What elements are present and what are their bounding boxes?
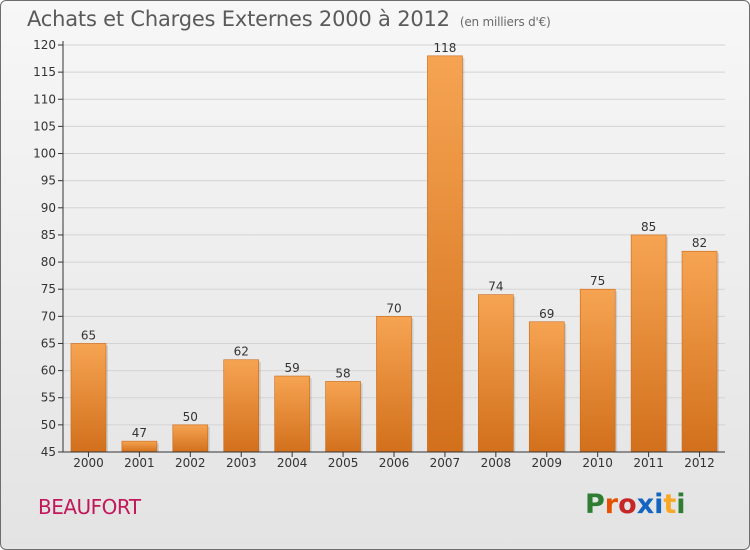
chart-title: Achats et Charges Externes 2000 à 2012 (e… xyxy=(27,7,551,31)
bar-2001[interactable] xyxy=(121,440,158,453)
data-label: 75 xyxy=(590,274,605,288)
y-tick-label: 100 xyxy=(33,147,56,161)
y-tick-label: 60 xyxy=(41,364,56,378)
y-tick-label: 75 xyxy=(41,282,56,296)
x-tick-label: 2004 xyxy=(277,456,308,470)
bar-2009[interactable] xyxy=(528,321,565,453)
bar-2007[interactable] xyxy=(427,55,463,453)
y-tick-label: 50 xyxy=(41,418,56,432)
bar-2010[interactable] xyxy=(579,288,616,453)
x-tick-label: 2005 xyxy=(328,456,359,470)
bar-2002[interactable] xyxy=(172,424,209,453)
y-tick-label: 80 xyxy=(41,255,56,269)
x-tick-label: 2012 xyxy=(684,456,715,470)
y-tick-label: 120 xyxy=(33,38,56,52)
y-tick-label: 90 xyxy=(41,201,56,215)
logo-letter: r xyxy=(604,489,619,520)
axes: 45 50 55 60 65 70 75 80 85 90 95 100 105 110 115 120 200… xyxy=(33,38,725,470)
x-tick-label: 2000 xyxy=(73,456,104,470)
x-tick-label: 2011 xyxy=(633,456,664,470)
y-tick-label: 110 xyxy=(33,92,56,106)
y-tick-label: 55 xyxy=(41,391,56,405)
x-tick-label: 2009 xyxy=(531,456,562,470)
y-tick-label: 85 xyxy=(41,228,56,242)
logo-letter: t xyxy=(663,489,677,520)
data-label: 47 xyxy=(132,426,147,440)
bar-2011[interactable] xyxy=(630,234,667,453)
logo-letter: i xyxy=(676,489,686,520)
logo-letter: i xyxy=(654,489,664,520)
data-label: 50 xyxy=(183,410,198,424)
x-tick-label: 2008 xyxy=(481,456,512,470)
proxiti-logo[interactable]: Proxiti xyxy=(585,489,686,520)
y-tick-label: 45 xyxy=(41,445,56,459)
y-tick-label: 65 xyxy=(41,336,56,350)
data-label: 118 xyxy=(433,41,456,55)
logo-letter: P xyxy=(585,489,605,520)
bar-2008[interactable] xyxy=(478,294,514,453)
bar-2012[interactable] xyxy=(681,250,718,453)
y-tick-label: 95 xyxy=(41,174,56,188)
data-label: 82 xyxy=(692,236,707,250)
logo-letter: x xyxy=(636,489,655,520)
y-tick-label: 70 xyxy=(41,309,56,323)
chart-unit: (en milliers d'€) xyxy=(459,15,551,29)
bar-2003[interactable] xyxy=(223,359,260,453)
bar-2000[interactable] xyxy=(70,343,107,453)
y-tick-label: 105 xyxy=(33,119,56,133)
data-label: 69 xyxy=(539,307,554,321)
data-label: 74 xyxy=(488,280,503,294)
bar-2006[interactable] xyxy=(376,316,412,453)
bar-2004[interactable] xyxy=(274,375,310,453)
logo-letter: o xyxy=(618,489,637,520)
data-labels: 65 47 50 62 59 58 70 118 74 69 75 85 82 xyxy=(81,41,707,440)
data-label: 58 xyxy=(335,366,350,380)
y-tick-label: 115 xyxy=(33,65,56,79)
city-name: BEAUFORT xyxy=(38,495,141,519)
data-label: 70 xyxy=(386,301,401,315)
x-tick-label: 2003 xyxy=(226,456,257,470)
bars xyxy=(70,55,720,453)
x-tick-label: 2006 xyxy=(379,456,410,470)
data-label: 59 xyxy=(285,361,300,375)
x-tick-label: 2001 xyxy=(124,456,155,470)
x-tick-label: 2002 xyxy=(175,456,206,470)
chart-title-text: Achats et Charges Externes 2000 à 2012 xyxy=(27,7,450,31)
data-label: 65 xyxy=(81,328,96,342)
data-label: 85 xyxy=(641,220,656,234)
data-label: 62 xyxy=(234,345,249,359)
x-tick-label: 2010 xyxy=(582,456,613,470)
x-tick-label: 2007 xyxy=(430,456,461,470)
bar-2005[interactable] xyxy=(325,381,361,453)
